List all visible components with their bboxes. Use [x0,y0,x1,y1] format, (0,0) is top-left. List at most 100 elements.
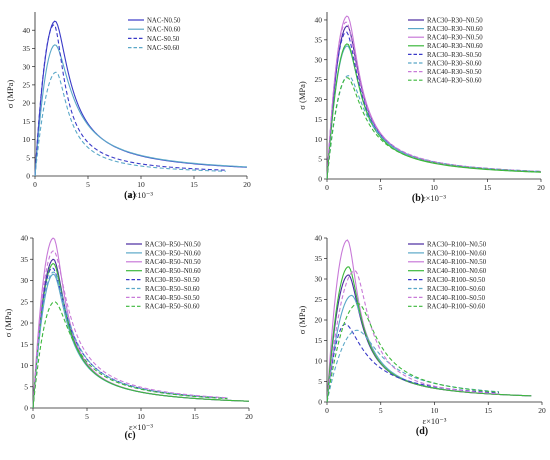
y-tick-label: 35 [21,255,29,264]
y-tick-label: 10 [21,361,29,370]
y-axis-label: σ (MPa) [5,80,15,109]
x-tick-label: 0 [33,180,37,189]
y-tick-label: 25 [315,295,323,304]
y-tick-label: 5 [24,382,28,391]
y-tick-label: 0 [318,175,322,184]
panel-label: (d) [416,426,428,437]
legend-entry: RAC40–R30–N0.60 [427,43,483,50]
legend-entry: RAC30–R100–N0.60 [427,250,487,257]
x-tick-label: 5 [379,406,383,415]
legend-entry: RAC40–R30–S0.50 [427,69,482,76]
legend-entry: RAC30–R50–N0.60 [145,250,201,257]
legend-entry: RAC40–R100–N0.60 [427,268,487,275]
legend-entry: NAC-N0.60 [147,27,181,34]
x-tick-label: 10 [431,406,439,415]
series-line-3 [34,24,226,177]
legend-entry: RAC40–R50–N0.50 [145,259,201,266]
panel-label: (b) [412,193,424,204]
series-line-3 [32,237,250,409]
series-line-4 [34,71,226,177]
x-axis-label: ε×10⁻³ [422,193,446,203]
series-line-8 [32,301,228,409]
panel-label: (a) [124,190,136,201]
legend-entry: RAC30–R30–N0.50 [427,17,483,24]
x-axis-label: ε×10⁻³ [129,422,153,432]
x-tick-label: 15 [190,180,198,189]
x-axis-label: ε×10⁻³ [129,190,153,200]
legend-entry: RAC30–R30–S0.60 [427,60,482,67]
legend-entry: RAC30–R50–S0.60 [145,286,200,293]
y-tick-label: 20 [315,316,323,325]
legend: RAC30–R30–N0.50 RAC30–R30–N0.60 RAC40–R30–… [408,17,483,85]
legend-entry: RAC40–R50–S0.50 [145,295,200,302]
y-tick-label: 0 [26,172,30,181]
x-tick-label: 0 [325,406,329,415]
legend-entry: RAC40–R100–N0.50 [427,259,487,266]
y-tick-label: 25 [315,75,323,84]
y-tick-label: 5 [318,377,322,386]
series-line-4 [32,262,250,409]
y-tick-label: 25 [23,80,31,89]
x-tick-label: 0 [325,183,329,192]
y-tick-label: 5 [26,153,30,162]
y-tick-label: 15 [315,115,323,124]
y-tick-label: 20 [23,99,31,108]
y-tick-label: 5 [318,155,322,164]
legend-entry: RAC40–R50–S0.60 [145,304,200,311]
y-tick-label: 30 [315,55,323,64]
y-axis-label: σ (MPa) [297,81,307,110]
y-tick-label: 40 [23,26,31,35]
chart-panel-a: 0 5 10 15 20 0 5 10 15 20 25 30 35 40 ε×10⁻³ σ (MPa) NAC… [5,12,251,201]
y-tick-label: 40 [315,234,323,243]
legend-entry: RAC40–R30–N0.50 [427,35,483,42]
series-line-8 [326,303,500,403]
legend-entry: RAC30–R100–N0.50 [427,241,487,248]
y-tick-label: 30 [23,62,31,71]
y-tick-label: 40 [21,234,29,243]
legend-entry: NAC-S0.60 [147,45,180,52]
x-axis-label: ε×10⁻³ [423,416,447,426]
legend-entry: RAC40–R50–N0.60 [145,268,201,275]
y-tick-label: 0 [318,398,322,407]
y-tick-label: 30 [21,276,29,285]
chart-panel-d: 0 5 10 15 20 0 5 10 15 20 25 30 35 40 ε×10⁻³ σ (MPa) RAC… [297,234,546,437]
x-tick-label: 20 [538,406,546,415]
legend: RAC30–R50–N0.50 RAC30–R50–N0.60 RAC40–R50–… [126,241,201,311]
x-tick-label: 5 [85,412,89,421]
x-tick-label: 20 [243,180,251,189]
legend-entry: RAC40–R100–S0.50 [427,295,486,302]
legend-entry: RAC30–R50–N0.50 [145,241,201,248]
y-tick-label: 20 [315,95,323,104]
y-tick-label: 25 [21,297,29,306]
y-tick-label: 35 [315,35,323,44]
legend-entry: RAC30–R30–S0.50 [427,52,482,59]
chart-panel-b: 0 5 10 15 20 0 5 10 15 20 25 30 35 40 ε×10⁻³ σ (MPa) RAC… [297,12,545,204]
y-axis-label: σ (MPa) [297,306,307,335]
legend-entry: RAC30–R100–S0.50 [427,277,486,284]
chart-panel-c: 0 5 10 15 20 0 5 10 15 20 25 30 35 40 ε×10⁻³ σ (MPa) RAC… [3,234,253,441]
series-line-6 [326,329,500,403]
y-axis-label: σ (MPa) [3,309,13,338]
series-line-1 [34,20,248,177]
x-tick-label: 15 [485,406,493,415]
x-tick-label: 20 [537,183,545,192]
legend-entry: NAC-S0.50 [147,36,180,43]
y-tick-label: 10 [315,357,323,366]
y-tick-label: 40 [315,16,323,25]
x-tick-label: 5 [86,180,90,189]
legend-entry: RAC40–R30–S0.60 [427,78,482,85]
y-tick-label: 35 [315,254,323,263]
y-tick-label: 0 [24,404,28,413]
legend-entry: RAC40–R100–S0.60 [427,304,486,311]
y-tick-label: 30 [315,275,323,284]
y-tick-label: 15 [315,336,323,345]
series-line-7 [326,270,500,403]
y-tick-label: 35 [23,44,31,53]
series-line-8 [326,77,542,180]
y-tick-label: 15 [21,340,29,349]
legend-entry: RAC30–R50–S0.50 [145,277,200,284]
x-tick-label: 15 [484,183,492,192]
x-tick-label: 10 [137,180,145,189]
x-tick-label: 5 [379,183,383,192]
